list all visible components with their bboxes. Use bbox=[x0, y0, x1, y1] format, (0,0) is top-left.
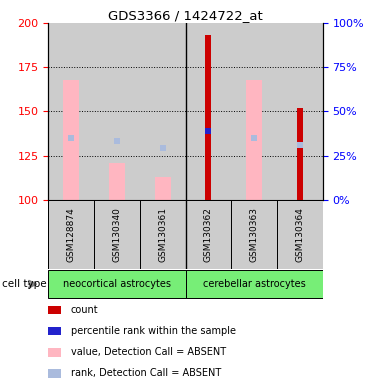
Bar bbox=[48, 369, 61, 378]
Text: rank, Detection Call = ABSENT: rank, Detection Call = ABSENT bbox=[71, 368, 221, 379]
Bar bbox=[48, 270, 186, 298]
Bar bbox=[231, 200, 277, 269]
Text: cell type: cell type bbox=[2, 279, 46, 289]
Text: count: count bbox=[71, 305, 98, 315]
Bar bbox=[140, 200, 186, 269]
Bar bbox=[63, 79, 79, 200]
Bar bbox=[186, 200, 231, 269]
Text: cerebellar astrocytes: cerebellar astrocytes bbox=[203, 278, 305, 288]
Text: GSM130362: GSM130362 bbox=[204, 207, 213, 262]
Bar bbox=[48, 200, 94, 269]
Bar bbox=[109, 162, 125, 200]
Bar bbox=[186, 270, 323, 298]
Bar bbox=[206, 35, 211, 200]
Bar bbox=[155, 177, 171, 200]
Text: GSM130361: GSM130361 bbox=[158, 207, 167, 262]
Title: GDS3366 / 1424722_at: GDS3366 / 1424722_at bbox=[108, 9, 263, 22]
Bar bbox=[246, 79, 262, 200]
Text: GSM130363: GSM130363 bbox=[250, 207, 259, 262]
Text: percentile rank within the sample: percentile rank within the sample bbox=[71, 326, 236, 336]
Text: GSM128874: GSM128874 bbox=[67, 207, 76, 262]
Bar bbox=[48, 306, 61, 314]
Bar bbox=[94, 200, 140, 269]
Bar bbox=[48, 327, 61, 336]
Text: neocortical astrocytes: neocortical astrocytes bbox=[63, 278, 171, 288]
Text: GSM130364: GSM130364 bbox=[295, 207, 304, 262]
Bar bbox=[297, 108, 303, 200]
Bar bbox=[277, 200, 323, 269]
Text: value, Detection Call = ABSENT: value, Detection Call = ABSENT bbox=[71, 347, 226, 358]
Bar bbox=[48, 348, 61, 356]
Text: GSM130340: GSM130340 bbox=[112, 207, 121, 262]
